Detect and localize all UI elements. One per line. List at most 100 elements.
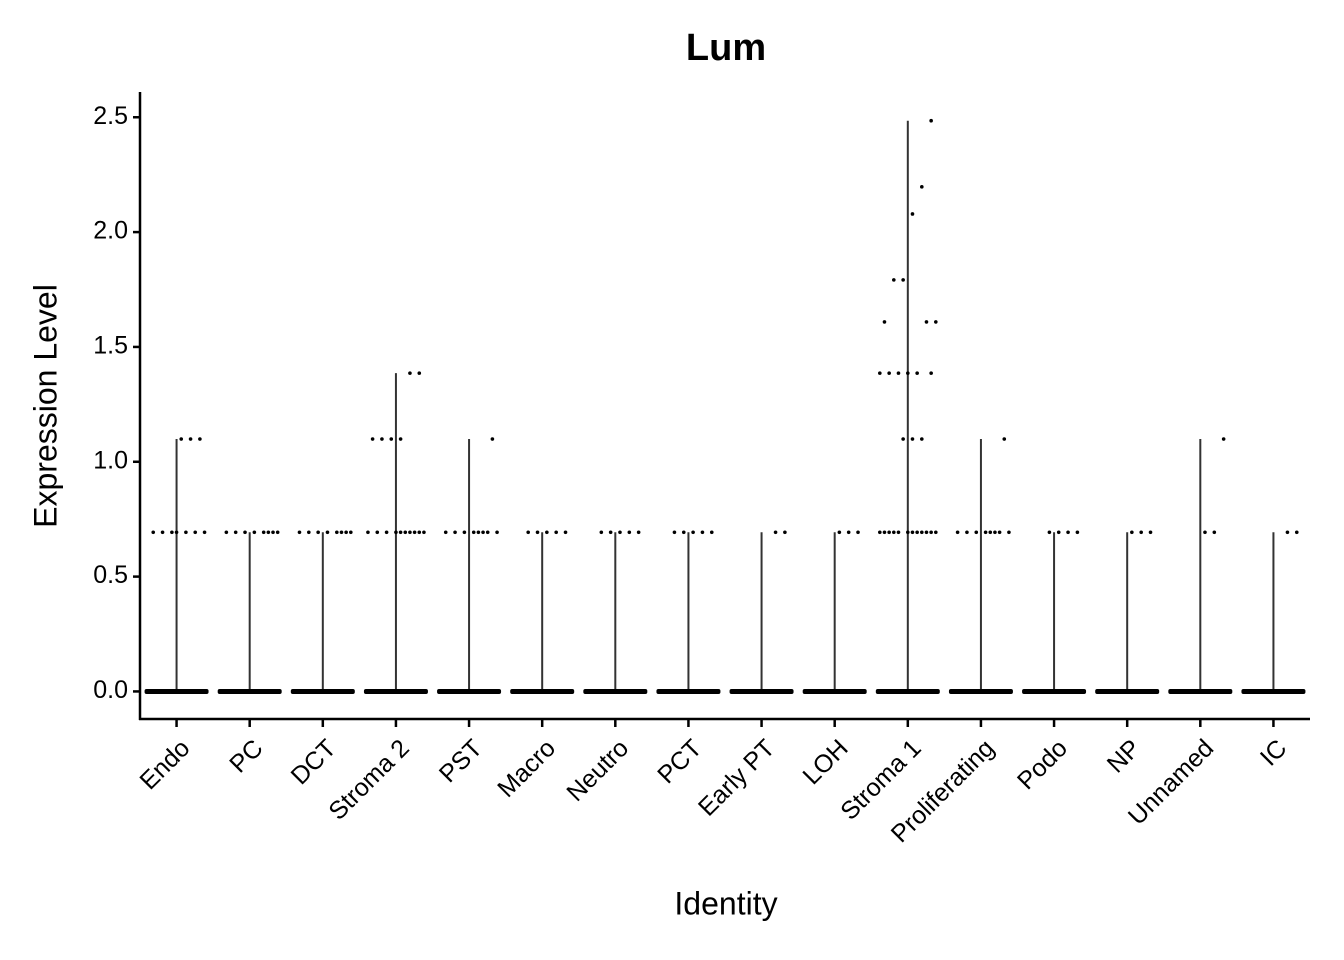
point — [887, 371, 891, 375]
y-tick-label: 2.0 — [93, 217, 128, 245]
point — [398, 437, 403, 441]
point — [1056, 530, 1061, 535]
point — [307, 530, 311, 535]
point — [993, 530, 997, 535]
point — [1203, 530, 1207, 535]
point — [224, 530, 229, 535]
point — [233, 530, 238, 535]
point — [174, 530, 179, 535]
point — [179, 437, 184, 441]
zero-points — [217, 688, 282, 694]
point — [887, 530, 891, 535]
point — [924, 320, 929, 324]
point — [193, 530, 198, 535]
point — [485, 530, 490, 535]
point — [375, 530, 380, 535]
point — [417, 371, 422, 375]
x-tick-label: Podo — [1012, 734, 1073, 795]
point — [896, 371, 901, 375]
point — [476, 530, 481, 535]
x-tick-label: DCT — [286, 734, 342, 790]
point — [1148, 530, 1153, 535]
point — [462, 530, 467, 535]
point — [1066, 530, 1070, 535]
point — [910, 437, 915, 441]
point — [997, 530, 1002, 535]
point — [709, 530, 714, 535]
point — [856, 530, 860, 535]
point — [170, 530, 174, 535]
zero-points — [1022, 688, 1087, 694]
point — [896, 530, 901, 535]
point — [1002, 437, 1007, 441]
point — [901, 437, 905, 441]
x-tick-label: Early PT — [693, 734, 781, 822]
point — [398, 530, 403, 535]
point — [188, 437, 193, 441]
point — [266, 530, 271, 535]
point — [934, 320, 938, 324]
point — [934, 530, 938, 535]
point — [453, 530, 457, 535]
point — [924, 530, 929, 535]
x-tick-label: Neutro — [561, 734, 634, 807]
x-tick-label: NP — [1102, 734, 1146, 778]
point — [495, 530, 499, 535]
point — [1007, 530, 1011, 535]
x-tick-label: Endo — [134, 734, 195, 795]
point — [151, 530, 156, 535]
point — [344, 530, 348, 535]
point — [882, 320, 887, 324]
point — [783, 530, 787, 535]
point — [915, 371, 919, 375]
y-tick-label: 0.5 — [93, 561, 128, 589]
point — [408, 371, 412, 375]
point — [901, 278, 905, 282]
point — [681, 530, 686, 535]
point — [417, 530, 422, 535]
point — [412, 530, 417, 535]
zero-points — [290, 688, 355, 694]
point — [691, 530, 695, 535]
point — [955, 530, 960, 535]
zero-points — [802, 688, 867, 694]
point — [672, 530, 677, 535]
point — [443, 530, 448, 535]
zero-points — [510, 688, 575, 694]
point — [380, 437, 384, 441]
point — [910, 530, 915, 535]
point — [882, 530, 887, 535]
point — [384, 530, 389, 535]
point — [920, 185, 924, 189]
point — [636, 530, 641, 535]
point — [261, 530, 266, 535]
point — [920, 530, 924, 535]
zero-points — [656, 688, 721, 694]
point — [965, 530, 969, 535]
zero-points — [1168, 688, 1233, 694]
x-tick-label: PST — [434, 734, 488, 788]
point — [878, 530, 882, 535]
y-axis-title: Expression Level — [27, 284, 63, 528]
point — [627, 530, 632, 535]
point — [1130, 530, 1134, 535]
point — [906, 371, 910, 375]
point — [275, 530, 280, 535]
y-tick-label: 1.5 — [93, 332, 128, 360]
point — [184, 530, 188, 535]
point — [394, 530, 398, 535]
point — [920, 437, 924, 441]
point — [349, 530, 353, 535]
point — [490, 437, 495, 441]
zero-points — [875, 688, 940, 694]
y-tick-label: 2.5 — [93, 102, 128, 130]
x-tick-label: IC — [1255, 734, 1292, 771]
point — [1212, 530, 1217, 535]
point — [929, 530, 933, 535]
point — [929, 118, 933, 123]
point — [974, 530, 979, 535]
zero-points — [363, 688, 428, 694]
x-axis-title: Identity — [674, 885, 777, 921]
point — [773, 530, 778, 535]
point — [915, 530, 919, 535]
